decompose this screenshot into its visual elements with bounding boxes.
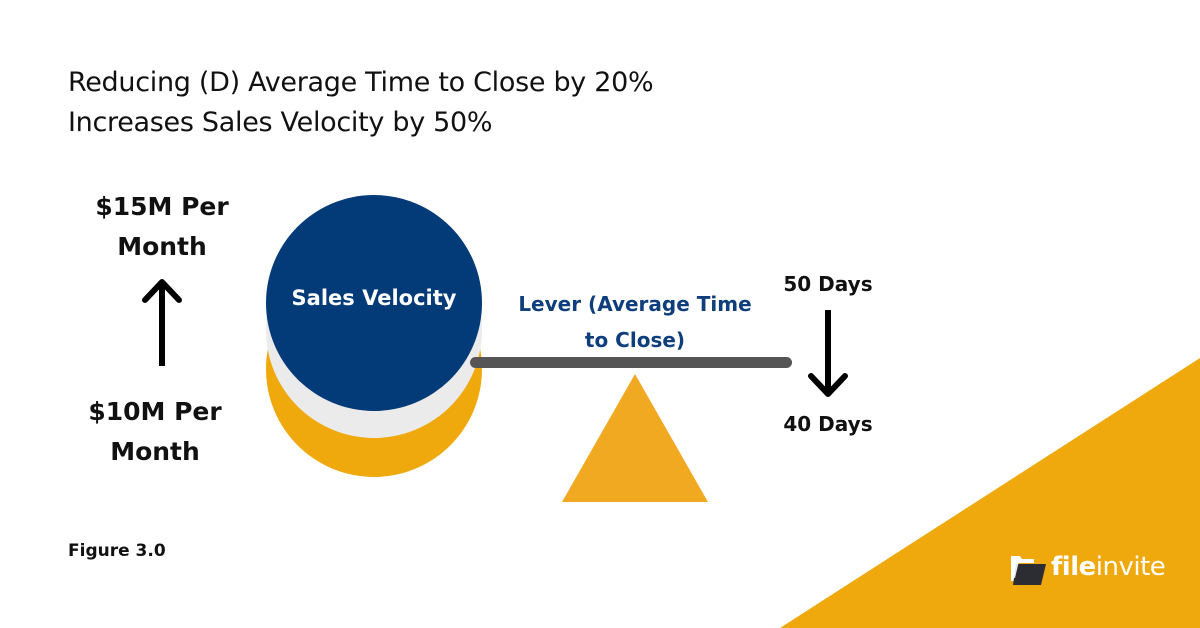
folder-icon [1011, 556, 1046, 585]
target-velocity-line-1: $15M Per [95, 192, 229, 221]
lever-label-line-2: to Close) [584, 328, 686, 352]
figure-caption: Figure 3.0 [68, 541, 166, 561]
target-velocity-label: $15M Per Month [62, 187, 262, 267]
lever-label: Lever (Average Time to Close) [490, 286, 780, 358]
target-velocity-line-2: Month [117, 232, 207, 261]
fulcrum-triangle [562, 374, 708, 502]
arrow-down-icon [808, 310, 848, 397]
lever-label-line-1: Lever (Average Time [518, 292, 752, 316]
logo-bold-part: file [1051, 552, 1096, 582]
current-velocity-label: $10M Per Month [55, 392, 255, 472]
logo-regular-part: invite [1095, 552, 1166, 582]
sales-velocity-circle [266, 195, 482, 411]
sales-velocity-label: Sales Velocity [291, 286, 457, 310]
target-days-label: 40 Days [783, 412, 873, 436]
current-days-label: 50 Days [783, 272, 873, 296]
lever-bar [470, 357, 792, 368]
headline-line-2: Increases Sales Velocity by 50% [68, 107, 493, 138]
fileinvite-logo: fileinvite [1051, 552, 1166, 582]
headline-line-1: Reducing (D) Average Time to Close by 20… [68, 67, 654, 98]
headline: Reducing (D) Average Time to Close by 20… [68, 63, 654, 143]
current-velocity-line-2: Month [110, 437, 200, 466]
current-velocity-line-1: $10M Per [88, 397, 222, 426]
arrow-up-icon [142, 279, 182, 366]
